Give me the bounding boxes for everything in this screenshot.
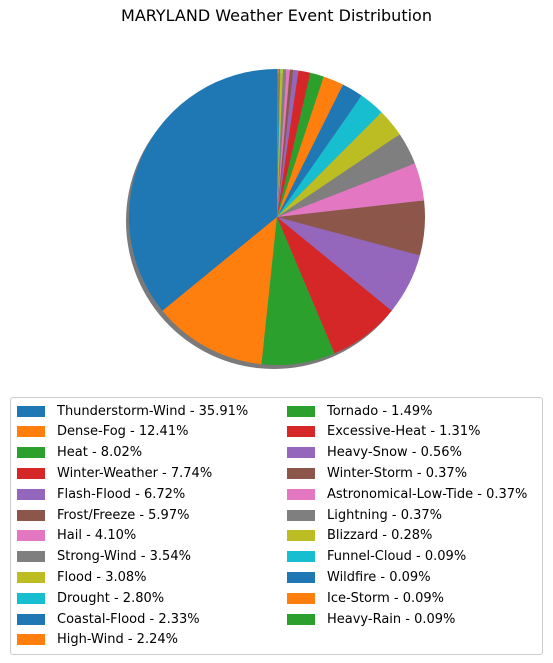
legend-label: Astronomical-Low-Tide - 0.37% — [327, 486, 528, 502]
pie-slice-8 — [277, 112, 400, 217]
pie-slice-13 — [277, 70, 311, 217]
legend-item: Ice-Storm - 0.09% — [287, 588, 444, 608]
pie-slice-4 — [277, 217, 420, 311]
pie-slice-14 — [277, 69, 299, 217]
legend-swatch — [17, 530, 45, 542]
legend-label: Frost/Freeze - 5.97% — [57, 507, 190, 523]
legend-swatch — [17, 592, 45, 604]
legend-swatch — [17, 467, 45, 479]
legend-swatch — [17, 405, 45, 417]
legend-item: Excessive-Heat - 1.31% — [287, 422, 480, 442]
legend-label: Blizzard - 0.28% — [327, 528, 433, 544]
legend-swatch — [287, 509, 315, 521]
legend-item: Flood - 3.08% — [17, 567, 147, 587]
pie-slice-5 — [277, 200, 425, 256]
pie-slice-20 — [277, 69, 280, 217]
legend-swatch — [17, 613, 45, 625]
legend-item: Strong-Wind - 3.54% — [17, 547, 191, 567]
legend-swatch — [287, 488, 315, 500]
legend-label: Drought - 2.80% — [57, 590, 165, 606]
chart-title: MARYLAND Weather Event Distribution — [121, 6, 432, 25]
legend-swatch — [287, 405, 315, 417]
legend-label: Thunderstorm-Wind - 35.91% — [57, 403, 249, 419]
legend-item: Tornado - 1.49% — [287, 401, 432, 421]
pie-slice-10 — [277, 84, 362, 217]
legend-swatch — [17, 571, 45, 583]
pie-slice-21 — [277, 69, 279, 217]
pie-slice-9 — [277, 95, 382, 217]
pie-slice-15 — [277, 69, 294, 217]
pie-slice-16 — [277, 69, 290, 217]
legend-item: Flash-Flood - 6.72% — [17, 484, 185, 504]
legend-label: Funnel-Cloud - 0.09% — [327, 549, 467, 565]
legend-label: Heavy-Snow - 0.56% — [327, 445, 462, 461]
pie-slice-0 — [129, 69, 277, 311]
pie-slice-18 — [277, 69, 283, 217]
legend-label: Winter-Storm - 0.37% — [327, 465, 468, 481]
legend-item: Coastal-Flood - 2.33% — [17, 609, 200, 629]
legend-label: Strong-Wind - 3.54% — [57, 549, 191, 565]
legend-swatch — [17, 634, 45, 646]
legend-swatch — [287, 447, 315, 459]
legend-swatch — [287, 426, 315, 438]
legend-item: Heavy-Snow - 0.56% — [287, 443, 462, 463]
legend-label: Coastal-Flood - 2.33% — [57, 611, 200, 627]
legend-item: Blizzard - 0.28% — [287, 526, 432, 546]
pie-slice-12 — [277, 72, 324, 217]
legend-label: Heat - 8.02% — [57, 445, 143, 461]
legend-item: Heat - 8.02% — [17, 443, 142, 463]
legend-label: Ice-Storm - 0.09% — [327, 590, 445, 606]
legend-item: Winter-Storm - 0.37% — [287, 463, 467, 483]
legend-label: Tornado - 1.49% — [327, 403, 433, 419]
pie-slices — [129, 68, 425, 365]
legend-swatch — [287, 613, 315, 625]
legend-item: Funnel-Cloud - 0.09% — [287, 547, 466, 567]
legend-item: Lightning - 0.37% — [287, 505, 442, 525]
pie-slice-3 — [277, 217, 392, 354]
legend-label: Dense-Fog - 12.41% — [57, 424, 189, 440]
pie-slice-2 — [261, 217, 335, 365]
legend-item: Winter-Weather - 7.74% — [17, 463, 212, 483]
legend-item: High-Wind - 2.24% — [17, 630, 178, 650]
pie-slice-17 — [277, 69, 287, 218]
legend-swatch — [17, 488, 45, 500]
legend-swatch — [17, 426, 45, 438]
pie-slice-19 — [277, 69, 281, 218]
pie-slice-6 — [277, 163, 425, 217]
legend-label: Winter-Weather - 7.74% — [57, 465, 213, 481]
legend-item: Wildfire - 0.09% — [287, 567, 431, 587]
legend-item: Astronomical-Low-Tide - 0.37% — [287, 484, 527, 504]
pie-slice-22 — [277, 68, 278, 217]
legend-swatch — [287, 592, 315, 604]
legend-item: Frost/Freeze - 5.97% — [17, 505, 189, 525]
legend-item: Dense-Fog - 12.41% — [17, 422, 188, 442]
legend-label: Heavy-Rain - 0.09% — [327, 611, 456, 627]
legend-label: Wildfire - 0.09% — [327, 569, 431, 585]
legend-label: Lightning - 0.37% — [327, 507, 443, 523]
legend-swatch — [287, 530, 315, 542]
legend-swatch — [287, 571, 315, 583]
pie-slice-1 — [162, 217, 277, 365]
legend-swatch — [17, 447, 45, 459]
pie-chart — [126, 68, 425, 369]
legend-label: Flash-Flood - 6.72% — [57, 486, 186, 502]
legend-swatch — [287, 467, 315, 479]
legend-label: Excessive-Heat - 1.31% — [327, 424, 481, 440]
pie-slice-11 — [277, 76, 343, 217]
legend-label: Flood - 3.08% — [57, 569, 147, 585]
legend-label: High-Wind - 2.24% — [57, 632, 178, 648]
legend-item: Hail - 4.10% — [17, 526, 136, 546]
legend-swatch — [17, 551, 45, 563]
legend-label: Hail - 4.10% — [57, 528, 137, 544]
legend-item: Heavy-Rain - 0.09% — [287, 609, 455, 629]
legend-item: Drought - 2.80% — [17, 588, 164, 608]
pie-slice-7 — [277, 134, 415, 217]
legend-item: Thunderstorm-Wind - 35.91% — [17, 401, 248, 421]
legend-swatch — [287, 551, 315, 563]
legend: Thunderstorm-Wind - 35.91% Dense-Fog - 12… — [10, 397, 543, 655]
legend-swatch — [17, 509, 45, 521]
